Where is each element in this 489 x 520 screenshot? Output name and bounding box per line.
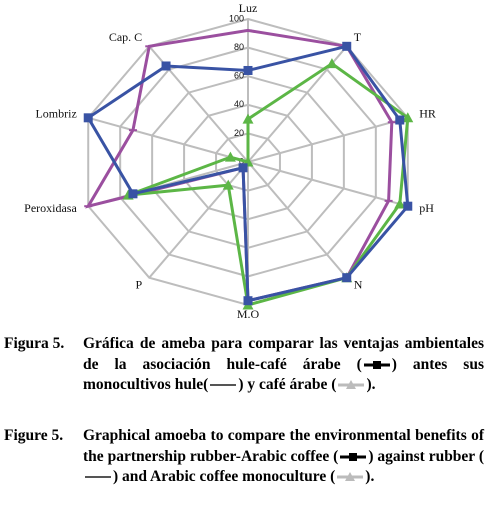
spoke	[247, 161, 409, 208]
caption-label: Figura 5.	[4, 335, 65, 352]
caption-text: ).	[365, 468, 375, 485]
caption-text: ) and Arabic coffee monoculture (	[113, 468, 336, 485]
marker	[224, 151, 236, 162]
tick-label: 80	[234, 42, 244, 52]
marker	[394, 198, 406, 209]
axis-label: P	[136, 278, 143, 292]
legend-symbol	[338, 380, 365, 390]
marker	[403, 201, 413, 211]
marker	[238, 163, 248, 173]
caption-text: ).	[366, 376, 376, 393]
tick-label: 100	[229, 13, 244, 23]
legend-symbol	[337, 472, 364, 482]
marker	[128, 189, 138, 199]
marker	[242, 113, 254, 124]
marker	[83, 113, 93, 123]
spoke	[247, 161, 348, 279]
axis-label: T	[354, 30, 362, 44]
caption-text: ) against rubber (	[368, 447, 484, 465]
marker	[161, 61, 171, 71]
axis-label: Lombriz	[35, 106, 76, 120]
axis-label: M.O	[237, 307, 260, 321]
marker	[222, 179, 234, 190]
axis-label: Cap. C	[109, 30, 142, 44]
caption-es: Figura 5. Gráfica de ameba para comparar …	[4, 334, 484, 396]
tick-label: 20	[234, 128, 244, 138]
marker	[402, 112, 414, 123]
spoke	[148, 161, 249, 279]
marker	[342, 273, 352, 283]
caption-label: Figure 5.	[4, 427, 64, 444]
axis-label: Luz	[239, 1, 258, 15]
marker	[395, 115, 405, 125]
legend-symbol	[363, 360, 390, 369]
axis-label: Peroxidasa	[24, 201, 77, 215]
legend-symbol	[85, 476, 111, 479]
caption-text: ) y café árabe (	[238, 376, 337, 393]
marker	[342, 41, 352, 51]
axis-label: pH	[419, 201, 434, 215]
tick-label: 40	[234, 99, 244, 109]
spoke	[87, 116, 249, 163]
legend-symbol	[210, 384, 237, 387]
marker	[243, 296, 253, 306]
caption-text: Graphical amoeba to compare the environm…	[83, 427, 484, 465]
caption-text: Gráfica de ameba para comparar las venta…	[83, 335, 484, 373]
caption-en: Figure 5. Graphical amoeba to compare the…	[4, 426, 484, 488]
caption-text: ) antes sus monocultivos hule(	[83, 355, 484, 394]
axis-label: N	[354, 278, 363, 292]
legend-symbol	[340, 452, 367, 461]
marker	[326, 58, 338, 69]
axis-label: HR	[419, 106, 436, 120]
spoke	[247, 116, 409, 163]
tick-label: 60	[234, 71, 244, 81]
marker	[243, 65, 253, 75]
